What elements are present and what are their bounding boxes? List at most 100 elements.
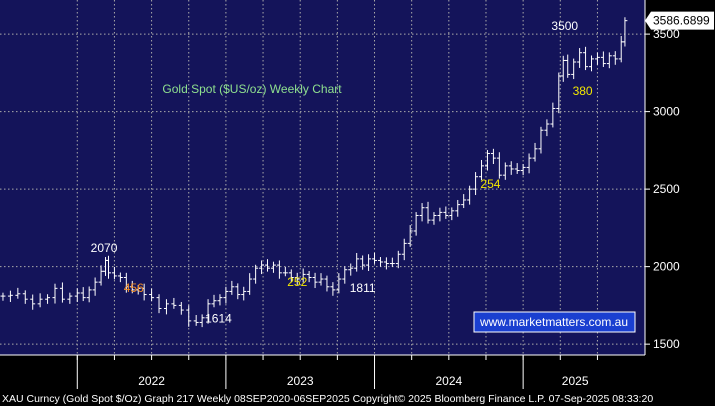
price-bar	[37, 293, 43, 308]
price-bar	[300, 268, 306, 283]
price-bar	[324, 275, 330, 292]
annotation-label: 456	[124, 281, 144, 295]
y-tick-label: 1500	[653, 337, 680, 351]
price-bar	[276, 260, 282, 279]
annotation-label: 2070	[91, 241, 118, 255]
y-tick-label: 3000	[653, 105, 680, 119]
price-bar	[622, 17, 628, 47]
price-bar	[135, 284, 141, 295]
price-bar	[342, 266, 348, 284]
price-bar	[377, 257, 383, 267]
price-bar	[199, 314, 205, 328]
watermark-box	[473, 311, 636, 333]
price-bar	[425, 201, 431, 224]
plot-area	[0, 0, 645, 355]
price-bar	[550, 102, 556, 128]
price-bar	[431, 212, 437, 225]
price-bar	[407, 225, 413, 247]
price-bar	[52, 283, 58, 304]
price-series	[0, 17, 628, 328]
price-bar	[80, 287, 86, 302]
price-bar	[186, 305, 192, 327]
price-bar	[589, 55, 594, 72]
price-bar	[606, 52, 612, 69]
x-axis: 2022 2023 2024 2025	[0, 354, 645, 389]
price-bar	[413, 212, 419, 236]
price-bar	[178, 301, 184, 315]
price-bar	[211, 294, 217, 308]
price-bar	[532, 142, 538, 162]
price-bar	[259, 260, 265, 275]
price-bar	[479, 159, 484, 181]
price-bar	[288, 269, 294, 283]
price-bar	[443, 206, 449, 219]
price-bar	[30, 294, 36, 310]
price-bar	[92, 277, 98, 296]
price-bar	[612, 51, 618, 65]
price-bar	[45, 294, 51, 304]
y-tick-label: 2000	[653, 260, 680, 274]
price-bar	[496, 152, 502, 179]
price-bar	[583, 46, 589, 71]
annotation-label: 1811	[350, 281, 376, 295]
price-bar	[163, 299, 169, 315]
last-price-tag	[645, 11, 714, 30]
price-bar	[526, 153, 532, 174]
price-bar	[22, 290, 28, 304]
annotations: 2070 456 1614 252 1811 254 3500 380	[91, 19, 593, 325]
annotation-label: 380	[573, 84, 593, 98]
price-bar	[514, 163, 520, 174]
price-bar	[455, 199, 461, 217]
price-bar	[270, 261, 276, 273]
price-bar	[600, 51, 606, 67]
price-bar	[235, 283, 241, 300]
grid-lines	[0, 0, 645, 355]
price-bar	[490, 148, 496, 165]
price-bar	[0, 292, 6, 301]
price-bar	[401, 238, 407, 261]
price-bar	[306, 270, 312, 283]
price-bar	[106, 255, 111, 279]
price-bar	[15, 287, 21, 299]
y-tick-label: 3500	[653, 27, 680, 41]
annotation-label: 254	[480, 177, 500, 191]
price-bar	[383, 257, 389, 270]
price-bar	[129, 280, 135, 294]
price-bar	[360, 255, 366, 270]
x-year-label: 2025	[562, 374, 589, 388]
price-bar	[348, 263, 354, 276]
price-bar	[111, 266, 117, 280]
y-axis: 1500 2000 2500 3000 3500	[644, 0, 680, 355]
price-bar	[294, 272, 300, 285]
price-bar	[74, 288, 80, 302]
price-bar	[484, 150, 490, 171]
price-bar	[389, 257, 395, 267]
price-bar	[594, 52, 600, 65]
price-bar	[565, 54, 571, 78]
price-bar	[366, 254, 372, 271]
price-bar	[141, 283, 147, 301]
watermark-text: www.marketmatters.com.au	[479, 315, 628, 329]
footer-copyright: XAU Curncy (Gold Spot $/Oz) Graph 217 We…	[2, 393, 653, 405]
price-bar	[241, 286, 247, 301]
price-bar	[282, 266, 288, 277]
price-bar	[419, 203, 425, 222]
price-bar	[247, 273, 253, 295]
y-tick-label: 2500	[653, 182, 680, 196]
price-bar	[123, 272, 129, 293]
price-bar	[571, 58, 577, 80]
price-bar	[577, 48, 583, 68]
x-year-label: 2024	[435, 374, 462, 388]
price-bar	[467, 185, 473, 205]
price-bar	[67, 292, 73, 304]
price-bar	[395, 250, 401, 269]
price-bar	[520, 164, 526, 176]
x-year-label: 2023	[287, 374, 314, 388]
x-year-label: 2022	[138, 374, 165, 388]
annotation-label: 252	[287, 275, 307, 289]
price-bar	[538, 126, 544, 154]
price-bar	[265, 259, 270, 272]
annotation-label: 1614	[205, 311, 232, 325]
price-bar	[502, 162, 508, 180]
